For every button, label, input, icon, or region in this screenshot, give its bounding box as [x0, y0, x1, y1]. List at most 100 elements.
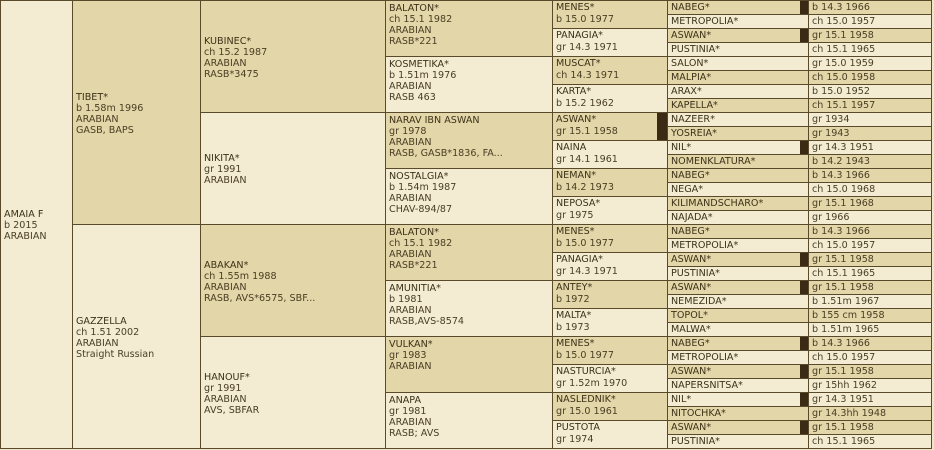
g5-name[interactable]: NEMEZIDA* — [671, 296, 727, 307]
g4-cell[interactable]: NAINA gr 14.1 1961 — [552, 140, 668, 169]
g5-name[interactable]: NAPERSNITSA* — [671, 380, 743, 391]
g4-name[interactable]: KARTA* — [556, 86, 592, 97]
g5-name[interactable]: KAPELLA* — [671, 100, 718, 111]
g4-name[interactable]: MENES* — [556, 338, 595, 349]
g5-name[interactable]: NOMENKLATURA* — [671, 156, 756, 167]
g5-cell[interactable]: MALWA* — [667, 322, 809, 337]
g3-name[interactable]: VULKAN* — [389, 339, 433, 350]
g2-name[interactable]: HANOUF* — [204, 371, 250, 383]
g4-cell[interactable]: ANTEY* b 1972 — [552, 280, 668, 309]
g1-cell[interactable]: GAZZELLA ch 1.51 2002 ARABIAN Straight Russ… — [72, 224, 201, 449]
g3-cell[interactable]: NARAV IBN ASWAN gr 1978 ARABIAN RASB, GASB*… — [385, 112, 553, 169]
g5-name[interactable]: NIL* — [671, 142, 692, 153]
g1-name[interactable]: GAZZELLA — [76, 315, 127, 327]
g5-cell[interactable]: ASWAN* — [667, 252, 809, 267]
g4-cell[interactable]: MENES* b 15.0 1977 — [552, 0, 668, 29]
g3-cell[interactable]: NOSTALGIA* b 1.54m 1987 ARABIAN CHAV-894/87 — [385, 168, 553, 225]
g4-cell[interactable]: KARTA* b 15.2 1962 — [552, 84, 668, 113]
g4-name[interactable]: NASTURCIA* — [556, 366, 616, 377]
g2-cell[interactable]: NIKITA* gr 1991 ARABIAN — [200, 112, 386, 225]
g3-cell[interactable]: BALATON* ch 15.1 1982 ARABIAN RASB*221 — [385, 224, 553, 281]
g5-name[interactable]: ASWAN* — [671, 422, 712, 433]
g4-cell[interactable]: ASWAN* gr 15.1 1958 — [552, 112, 668, 141]
g2-name[interactable]: KUBINEC* — [204, 35, 252, 47]
g1-cell[interactable]: TIBET* b 1.58m 1996 ARABIAN GASB, BAPS — [72, 0, 201, 225]
g2-cell[interactable]: HANOUF* gr 1991 ARABIAN AVS, SBFAR — [200, 336, 386, 449]
g5-name[interactable]: PUSTINIA* — [671, 44, 720, 55]
g5-cell[interactable]: PUSTINIA* — [667, 434, 809, 449]
g3-name[interactable]: BALATON* — [389, 3, 439, 14]
g5-name[interactable]: ASWAN* — [671, 254, 712, 265]
g5-cell[interactable]: NIL* — [667, 140, 809, 155]
g5-cell[interactable]: NITOCHKA* — [667, 406, 809, 421]
g4-name[interactable]: MUSCAT* — [556, 58, 601, 69]
g4-name[interactable]: NEPOSA* — [556, 198, 601, 209]
g3-name[interactable]: NOSTALGIA* — [389, 171, 449, 182]
g5-cell[interactable]: NABEG* — [667, 224, 809, 239]
g5-name[interactable]: ASWAN* — [671, 366, 712, 377]
horse-name[interactable]: AMAIA F — [4, 209, 44, 220]
g5-cell[interactable]: ASWAN* — [667, 28, 809, 43]
g5-name[interactable]: METROPOLIA* — [671, 16, 739, 27]
g5-name[interactable]: MALWA* — [671, 324, 711, 335]
g3-cell[interactable]: VULKAN* gr 1983 ARABIAN — [385, 336, 553, 393]
g5-cell[interactable]: TOPOL* — [667, 308, 809, 323]
g3-name[interactable]: NARAV IBN ASWAN — [389, 115, 480, 126]
g5-cell[interactable]: NEMEZIDA* — [667, 294, 809, 309]
g5-cell[interactable]: KILIMANDSCHARO* — [667, 196, 809, 211]
g5-cell[interactable]: SALON* — [667, 56, 809, 71]
g5-cell[interactable]: METROPOLIA* — [667, 14, 809, 29]
g4-name[interactable]: MENES* — [556, 226, 595, 237]
g3-cell[interactable]: BALATON* ch 15.1 1982 ARABIAN RASB*221 — [385, 0, 553, 57]
g5-name[interactable]: METROPOLIA* — [671, 240, 739, 251]
g5-name[interactable]: NABEG* — [671, 170, 710, 181]
g5-cell[interactable]: PUSTINIA* — [667, 42, 809, 57]
g2-cell[interactable]: ABAKAN* ch 1.55m 1988 ARABIAN RASB, AVS*657… — [200, 224, 386, 337]
g5-cell[interactable]: NOMENKLATURA* — [667, 154, 809, 169]
g4-cell[interactable]: MUSCAT* ch 14.3 1971 — [552, 56, 668, 85]
g3-cell[interactable]: KOSMETIKA* b 1.51m 1976 ARABIAN RASB 463 — [385, 56, 553, 113]
g5-cell[interactable]: PUSTINIA* — [667, 266, 809, 281]
g5-cell[interactable]: NABEG* — [667, 0, 809, 15]
g1-name[interactable]: TIBET* — [76, 91, 108, 103]
g4-name[interactable]: PANAGIA* — [556, 254, 603, 265]
g4-name[interactable]: MALTA* — [556, 310, 592, 321]
g2-name[interactable]: ABAKAN* — [204, 259, 249, 271]
g5-name[interactable]: MALPIA* — [671, 72, 712, 83]
g5-cell[interactable]: NAPERSNITSA* — [667, 378, 809, 393]
g5-name[interactable]: ARAX* — [671, 86, 702, 97]
g5-name[interactable]: PUSTINIA* — [671, 268, 720, 279]
g2-cell[interactable]: KUBINEC* ch 15.2 1987 ARABIAN RASB*3475 — [200, 0, 386, 113]
g5-cell[interactable]: NEGA* — [667, 182, 809, 197]
g4-name[interactable]: ANTEY* — [556, 282, 593, 293]
g5-cell[interactable]: KAPELLA* — [667, 98, 809, 113]
g5-cell[interactable]: ASWAN* — [667, 364, 809, 379]
g5-name[interactable]: METROPOLIA* — [671, 352, 739, 363]
g2-name[interactable]: NIKITA* — [204, 153, 240, 164]
g3-cell[interactable]: AMUNITIA* b 1981 ARABIAN RASB,AVS-8574 — [385, 280, 553, 337]
g3-name[interactable]: KOSMETIKA* — [389, 59, 449, 70]
g5-name[interactable]: SALON* — [671, 58, 709, 69]
g4-name[interactable]: PANAGIA* — [556, 30, 603, 41]
g5-cell[interactable]: NABEG* — [667, 336, 809, 351]
g5-name[interactable]: NABEG* — [671, 338, 710, 349]
g5-name[interactable]: NABEG* — [671, 2, 710, 13]
g4-cell[interactable]: NEMAN* b 14.2 1973 — [552, 168, 668, 197]
g5-cell[interactable]: METROPOLIA* — [667, 238, 809, 253]
g4-name[interactable]: MENES* — [556, 2, 595, 13]
g5-cell[interactable]: NABEG* — [667, 168, 809, 183]
g5-cell[interactable]: ASWAN* — [667, 420, 809, 435]
g4-cell[interactable]: NASLEDNIK* gr 15.0 1961 — [552, 392, 668, 421]
g5-name[interactable]: NAZEER* — [671, 114, 715, 125]
g5-cell[interactable]: METROPOLIA* — [667, 350, 809, 365]
g4-cell[interactable]: MENES* b 15.0 1977 — [552, 336, 668, 365]
g5-name[interactable]: NIL* — [671, 394, 692, 405]
g4-name[interactable]: PUSTOTA — [556, 422, 600, 433]
g5-cell[interactable]: YOSREIA* — [667, 126, 809, 141]
g5-name[interactable]: KILIMANDSCHARO* — [671, 198, 764, 209]
g5-name[interactable]: NABEG* — [671, 226, 710, 237]
g4-cell[interactable]: NEPOSA* gr 1975 — [552, 196, 668, 225]
g4-cell[interactable]: MENES* b 15.0 1977 — [552, 224, 668, 253]
g3-cell[interactable]: ANAPA gr 1981 ARABIAN RASB; AVS — [385, 392, 553, 449]
